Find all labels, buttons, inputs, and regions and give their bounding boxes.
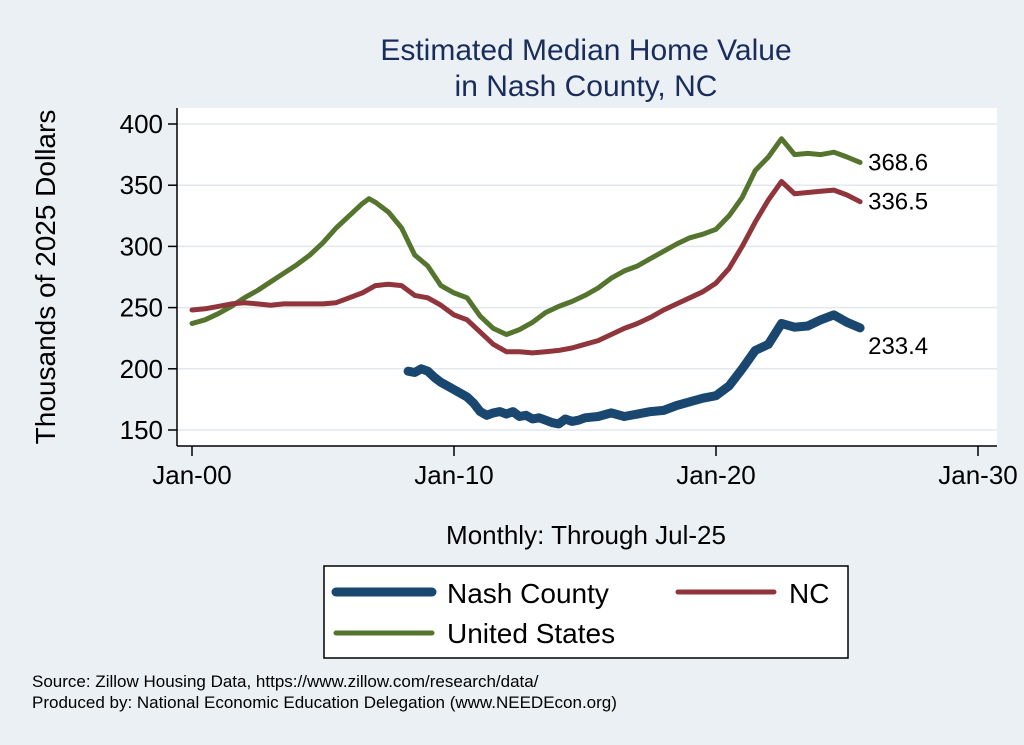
x-tick-label-Jan-00: Jan-00: [152, 460, 232, 490]
chart-title-line-1: Estimated Median Home Value: [380, 34, 791, 67]
y-tick-label-350: 350: [120, 170, 163, 200]
y-tick-label-400: 400: [120, 109, 163, 139]
legend-label-united-states: United States: [447, 618, 615, 649]
legend-label-nc: NC: [789, 578, 829, 609]
legend: Nash County NC United States: [323, 565, 849, 659]
series-line-united-states: [189, 136, 863, 337]
x-axis-title: Monthly: Through Jul-25: [446, 520, 726, 550]
legend-label-nash-county: Nash County: [447, 578, 609, 609]
end-label-nash-county: 233.4: [868, 333, 928, 360]
series-lines: [189, 136, 865, 429]
series-line-nc: [189, 179, 863, 356]
legend-box: [323, 565, 849, 659]
chart-title-line-2: in Nash County, NC: [455, 70, 718, 103]
source-line-1: Source: Zillow Housing Data, https://www…: [32, 672, 539, 691]
x-tick-label-Jan-10: Jan-10: [414, 460, 494, 490]
series-line-nash-county: [403, 310, 865, 429]
y-tick-label-200: 200: [120, 354, 163, 384]
y-tick-label-300: 300: [120, 231, 163, 261]
end-label-united-states: 368.6: [868, 149, 928, 176]
y-tick-label-150: 150: [120, 415, 163, 445]
y-axis-title: Thousands of 2025 Dollars: [30, 110, 61, 445]
end-labels: 368.6 336.5 233.4: [868, 149, 928, 359]
axes: 150 200 250 300 350 400 Jan-00 Jan-10 Jan-20 Jan-…: [120, 108, 1018, 490]
end-label-nc: 336.5: [868, 189, 928, 216]
x-tick-label-Jan-20: Jan-20: [676, 460, 756, 490]
source-line-2: Produced by: National Economic Education…: [32, 693, 617, 712]
x-tick-label-Jan-30: Jan-30: [938, 460, 1018, 490]
gridlines: [177, 123, 997, 431]
y-tick-label-250: 250: [120, 293, 163, 323]
